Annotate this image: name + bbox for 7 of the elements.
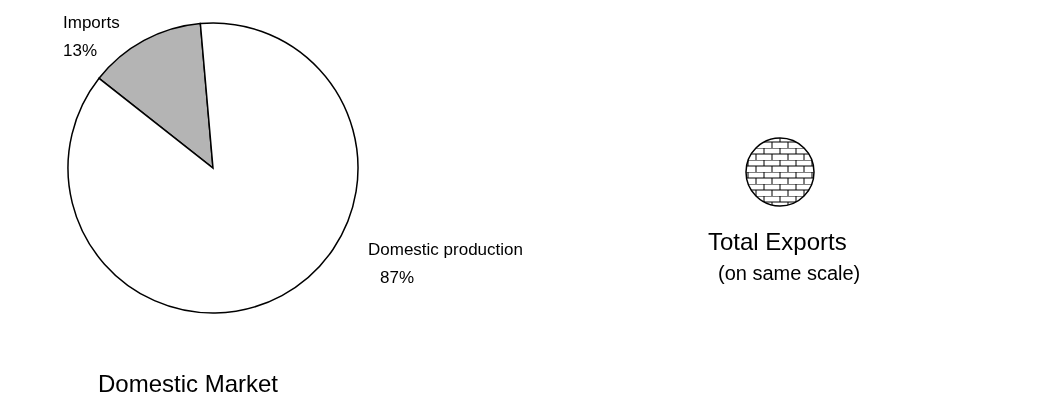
text: Total Exports	[708, 228, 847, 256]
data-label: 87%	[380, 268, 415, 287]
slice-label: Domestic production	[368, 240, 523, 259]
text: Domestic Market	[98, 370, 279, 398]
data-label: 13%	[63, 41, 98, 60]
slice-label: Imports	[63, 13, 120, 32]
text: (on same scale)	[718, 262, 861, 285]
